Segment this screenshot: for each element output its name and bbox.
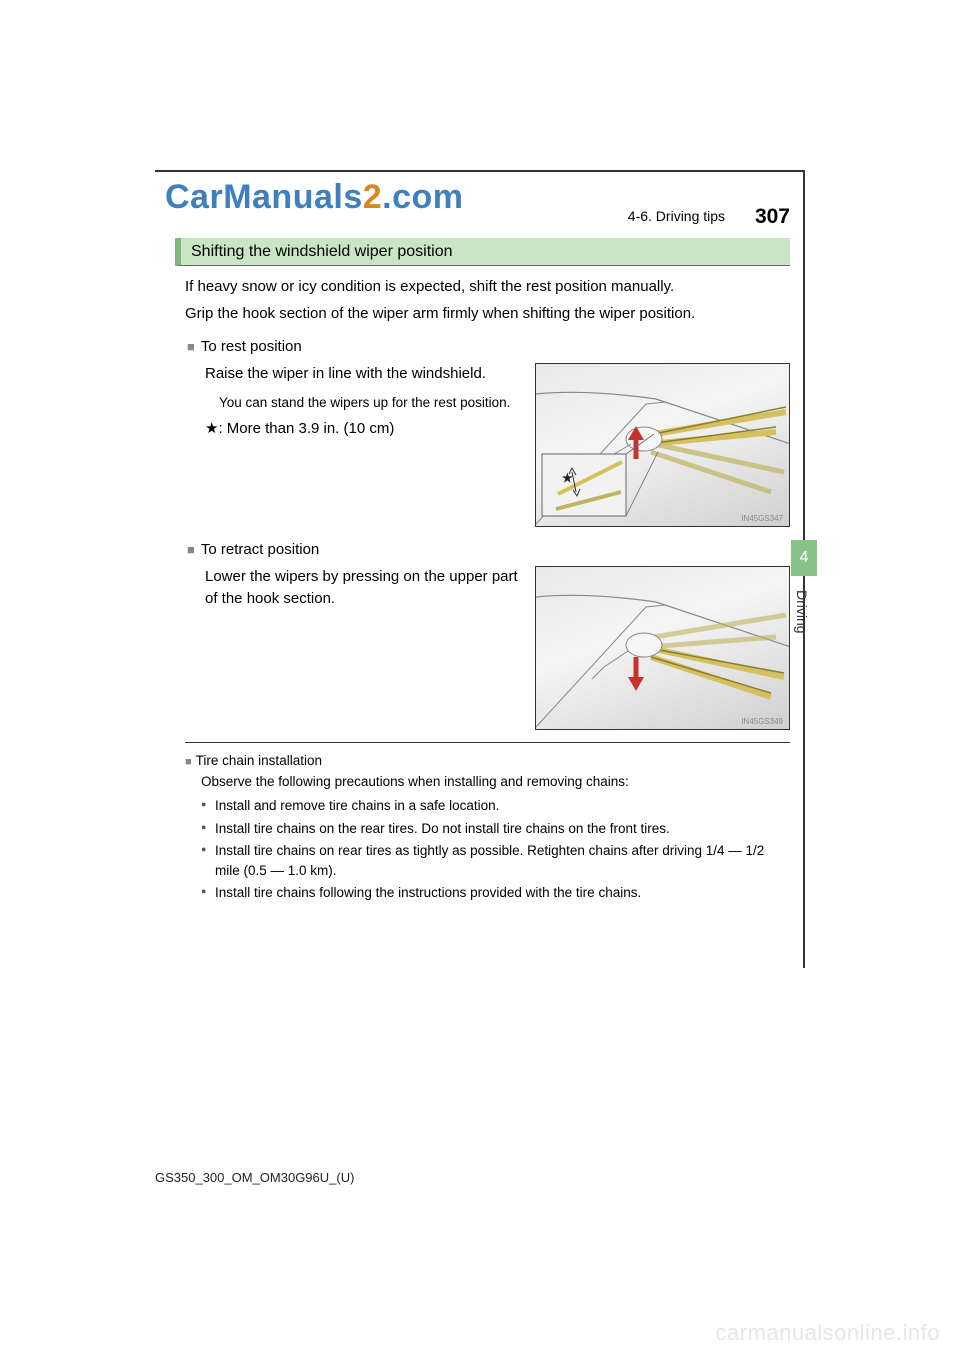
wiper-rest-diagram: ★ IN45GS347 [535, 363, 790, 527]
wiper-rest-svg: ★ [536, 364, 790, 527]
footer-watermark: carmanualsonline.info [715, 1320, 940, 1346]
page-content: If heavy snow or icy condition is expect… [185, 276, 790, 906]
rest-image-column: ★ IN45GS347 [535, 363, 790, 527]
sub-heading-rest: ■ To rest position [185, 338, 790, 355]
tire-chain-intro: Observe the following precautions when i… [185, 772, 790, 792]
sub-heading-retract: ■ To retract position [185, 541, 790, 558]
square-bullet-icon: ■ [185, 756, 192, 768]
wiper-retract-svg [536, 567, 790, 730]
rest-diagram-code: IN45GS347 [741, 514, 783, 523]
tire-bullet-2: Install tire chains on the rear tires. D… [201, 819, 790, 839]
intro-line-2: Grip the hook section of the wiper arm f… [185, 303, 790, 324]
tire-bullet-1: Install and remove tire chains in a safe… [201, 796, 790, 816]
intro-line-1: If heavy snow or icy condition is expect… [185, 276, 790, 297]
row-rest-position: Raise the wiper in line with the windshi… [185, 363, 790, 527]
divider-line [185, 742, 790, 743]
tire-chain-bullets: Install and remove tire chains in a safe… [185, 796, 790, 903]
watermark-part3: .com [382, 178, 463, 216]
sub-heading-rest-title: To rest position [201, 338, 302, 355]
rest-body: Raise the wiper in line with the windshi… [205, 363, 521, 385]
tire-bullet-4: Install tire chains following the instru… [201, 883, 790, 903]
chapter-tab: 4 [791, 540, 817, 576]
square-bullet-icon: ■ [187, 542, 195, 557]
source-watermark: CarManuals2.com [165, 178, 464, 217]
page-header: 4-6. Driving tips 307 [628, 205, 790, 229]
tire-bullet-3: Install tire chains on rear tires as tig… [201, 841, 790, 882]
wiper-retract-diagram: IN45GS349 [535, 566, 790, 730]
sub-heading-retract-title: To retract position [201, 541, 319, 558]
square-bullet-icon: ■ [187, 339, 195, 354]
header-section: 4-6. Driving tips [628, 208, 725, 224]
watermark-part2: 2 [363, 178, 382, 216]
page-number: 307 [755, 205, 790, 228]
rest-note: You can stand the wipers up for the rest… [205, 393, 521, 413]
chapter-tab-label: Driving [794, 590, 810, 634]
rest-star-line: ★: More than 3.9 in. (10 cm) [205, 418, 521, 440]
retract-image-column: IN45GS349 [535, 566, 790, 730]
page-top-border [155, 170, 805, 172]
retract-body: Lower the wipers by pressing on the uppe… [205, 566, 521, 610]
retract-diagram-code: IN45GS349 [741, 717, 783, 726]
row-retract-position: Lower the wipers by pressing on the uppe… [185, 566, 790, 730]
tire-chain-title: Tire chain installation [196, 753, 322, 768]
retract-text-column: Lower the wipers by pressing on the uppe… [185, 566, 521, 610]
tire-chain-heading: ■ Tire chain installation [185, 753, 790, 768]
watermark-part1: CarManuals [165, 178, 363, 216]
svg-text:★: ★ [562, 471, 573, 485]
footer-document-code: GS350_300_OM_OM30G96U_(U) [155, 1170, 354, 1185]
rest-text-column: Raise the wiper in line with the windshi… [185, 363, 521, 440]
section-heading: Shifting the windshield wiper position [175, 238, 790, 266]
